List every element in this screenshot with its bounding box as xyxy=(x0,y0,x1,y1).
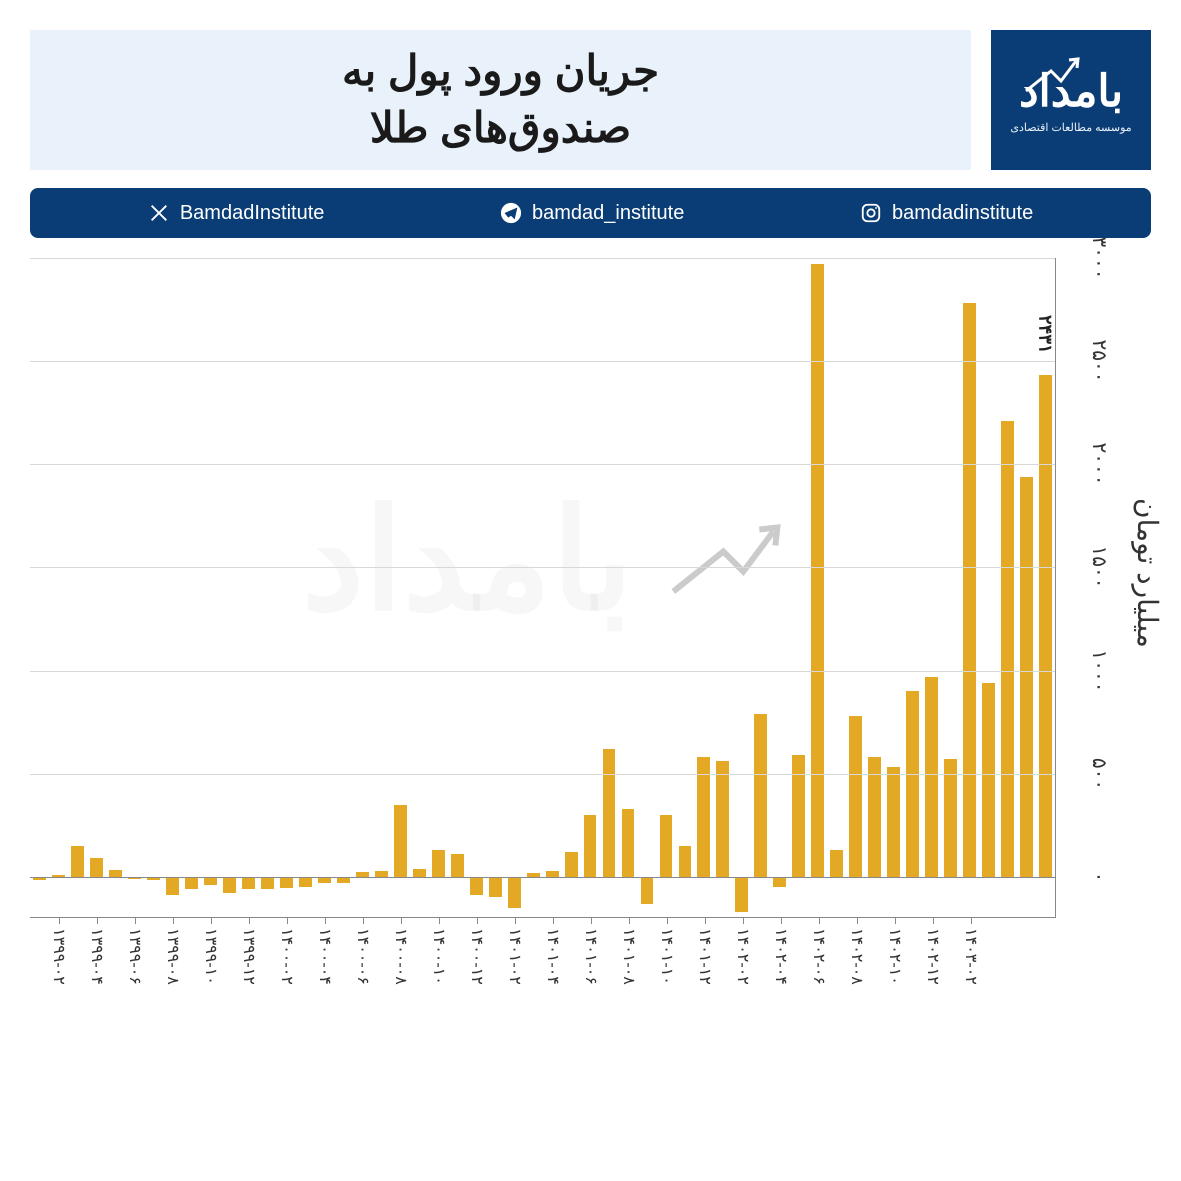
bar xyxy=(944,759,957,877)
bar-chart: میلیارد تومان ۰۵۰۰۱۰۰۰۱۵۰۰۲۰۰۰۲۵۰۰۳۰۰۰ ب… xyxy=(30,258,1151,1118)
bar xyxy=(868,757,881,877)
bar xyxy=(716,761,729,877)
bar xyxy=(925,677,938,877)
x-tick-label: ۱۴۰۰-۱۰ xyxy=(429,928,448,985)
chart-title-line2: صندوق‌های طلا xyxy=(370,100,631,157)
bar xyxy=(754,714,767,877)
social-x[interactable]: BamdadInstitute xyxy=(148,202,325,225)
bar xyxy=(660,815,673,877)
bar xyxy=(299,877,312,887)
bar xyxy=(565,852,578,877)
x-tick-label: ۱۴۰۰-۰۲ xyxy=(277,928,296,985)
plot-area: بامداد ۲۴۳۱ xyxy=(30,258,1056,918)
x-tick-label: ۱۴۰۲-۱۰ xyxy=(885,928,904,985)
bar xyxy=(811,264,824,877)
bar xyxy=(849,716,862,877)
x-tick-label: ۱۴۰۱-۰۸ xyxy=(619,928,638,985)
bar xyxy=(223,877,236,894)
bar xyxy=(830,850,843,877)
x-tick-label: ۱۴۰۰-۱۲ xyxy=(467,928,486,985)
x-tick-label: ۱۳۹۹-۰۶ xyxy=(125,928,144,985)
bar xyxy=(1001,421,1014,877)
bar xyxy=(735,877,748,912)
bar xyxy=(90,858,103,877)
bar xyxy=(280,877,293,888)
chart-title-line1: جریان ورود پول به xyxy=(342,43,659,100)
bar xyxy=(641,877,654,904)
bar xyxy=(1039,375,1052,876)
bar xyxy=(204,877,217,885)
social-instagram[interactable]: bamdadinstitute xyxy=(860,202,1033,225)
bar xyxy=(261,877,274,889)
x-tick-label: ۱۴۰۱-۰۴ xyxy=(543,928,562,985)
x-tick-label: ۱۴۰۰-۰۸ xyxy=(391,928,410,985)
x-tick-label: ۱۳۹۹-۱۲ xyxy=(239,928,258,985)
bar xyxy=(413,869,426,877)
bar xyxy=(470,877,483,896)
bar xyxy=(982,683,995,877)
y-tick-label: ۲۵۰۰ xyxy=(1087,340,1111,383)
y-tick-label: ۳۰۰۰ xyxy=(1087,237,1111,280)
bar xyxy=(773,877,786,887)
bar xyxy=(394,805,407,877)
x-tick-label: ۱۴۰۰-۰۴ xyxy=(315,928,334,985)
chart-title-box: جریان ورود پول به صندوق‌های طلا xyxy=(30,30,971,170)
telegram-icon xyxy=(500,202,522,224)
bar xyxy=(963,303,976,876)
x-tick-label: ۱۴۰۰-۰۶ xyxy=(353,928,372,985)
x-tick-label: ۱۳۹۹-۰۴ xyxy=(87,928,106,985)
bar xyxy=(697,757,710,877)
y-axis-title: میلیارد تومان xyxy=(1131,498,1164,648)
y-tick-label: ۱۰۰۰ xyxy=(1087,649,1111,692)
social-instagram-handle: bamdadinstitute xyxy=(892,202,1033,225)
brand-tagline: موسسه مطالعات اقتصادی xyxy=(1010,121,1131,134)
x-tick-label: ۱۴۰۱-۱۰ xyxy=(657,928,676,985)
bar xyxy=(603,749,616,877)
bar xyxy=(887,767,900,876)
bar xyxy=(109,870,122,877)
bar xyxy=(906,691,919,877)
x-tick-label: ۱۴۰۱-۱۲ xyxy=(695,928,714,985)
bar xyxy=(166,877,179,896)
x-tick-label: ۱۴۰۱-۰۲ xyxy=(505,928,524,985)
social-x-handle: BamdadInstitute xyxy=(180,202,325,225)
bar xyxy=(679,846,692,877)
instagram-icon xyxy=(860,202,882,224)
x-tick-label: ۱۳۹۹-۰۸ xyxy=(163,928,182,985)
x-tick-label: ۱۳۹۹-۰۲ xyxy=(49,928,68,985)
bar xyxy=(185,877,198,889)
x-tick-label: ۱۴۰۲-۰۶ xyxy=(809,928,828,985)
brand-logo: بامداد موسسه مطالعات اقتصادی xyxy=(991,30,1151,170)
bar xyxy=(622,809,635,877)
bar xyxy=(71,846,84,877)
social-telegram[interactable]: bamdad_institute xyxy=(500,202,684,225)
last-bar-value-label: ۲۴۳۱ xyxy=(1035,315,1057,354)
bar xyxy=(1020,477,1033,877)
y-tick-label: ۲۰۰۰ xyxy=(1087,443,1111,486)
bar xyxy=(451,854,464,877)
bar xyxy=(508,877,521,908)
x-tick-label: ۱۴۰۲-۰۴ xyxy=(771,928,790,985)
arrow-up-icon xyxy=(1021,56,1081,96)
x-tick-label: ۱۴۰۲-۰۲ xyxy=(733,928,752,985)
x-tick-label: ۱۴۰۲-۰۸ xyxy=(847,928,866,985)
x-tick-label: ۱۴۰۱-۰۶ xyxy=(581,928,600,985)
bar xyxy=(432,850,445,877)
y-axis-ticks: ۰۵۰۰۱۰۰۰۱۵۰۰۲۰۰۰۲۵۰۰۳۰۰۰ xyxy=(1061,258,1111,918)
x-tick-label: ۱۳۹۹-۱۰ xyxy=(201,928,220,985)
social-telegram-handle: bamdad_institute xyxy=(532,202,684,225)
y-tick-label: ۵۰۰ xyxy=(1087,758,1111,790)
bar xyxy=(242,877,255,889)
bar xyxy=(584,815,597,877)
x-tick-label: ۱۴۰۲-۱۲ xyxy=(923,928,942,985)
x-icon xyxy=(148,202,170,224)
y-tick-label: ۰ xyxy=(1087,871,1111,882)
x-tick-label: ۱۴۰۳-۰۲ xyxy=(961,928,980,985)
social-bar: BamdadInstitute bamdad_institute bamdadi… xyxy=(30,188,1151,238)
bar xyxy=(489,877,502,898)
x-axis-ticks: ۱۳۹۹-۰۲ ۱۳۹۹-۰۴ ۱۳۹۹-۰۶ ۱۳۹۹-۰۸ ۱۳۹۹-۱۰ ۱۳۹۹-… xyxy=(30,918,1056,1098)
y-tick-label: ۱۵۰۰ xyxy=(1087,546,1111,589)
